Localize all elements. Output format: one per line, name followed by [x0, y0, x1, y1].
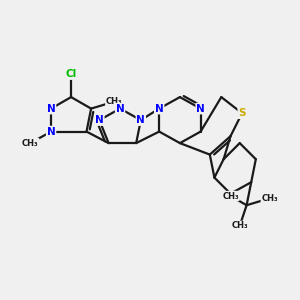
- Text: N: N: [196, 103, 205, 114]
- Text: N: N: [95, 115, 104, 125]
- Text: CH₃: CH₃: [222, 191, 239, 200]
- Text: N: N: [155, 103, 164, 114]
- Text: CH₃: CH₃: [261, 194, 278, 203]
- Text: CH₃: CH₃: [22, 139, 39, 148]
- Text: N: N: [47, 127, 56, 136]
- Text: S: S: [238, 108, 246, 118]
- Text: N: N: [47, 103, 56, 114]
- Text: CH₃: CH₃: [106, 97, 122, 106]
- Text: N: N: [136, 115, 145, 125]
- Text: Cl: Cl: [65, 69, 77, 79]
- Text: CH₃: CH₃: [231, 221, 248, 230]
- Text: N: N: [116, 103, 124, 114]
